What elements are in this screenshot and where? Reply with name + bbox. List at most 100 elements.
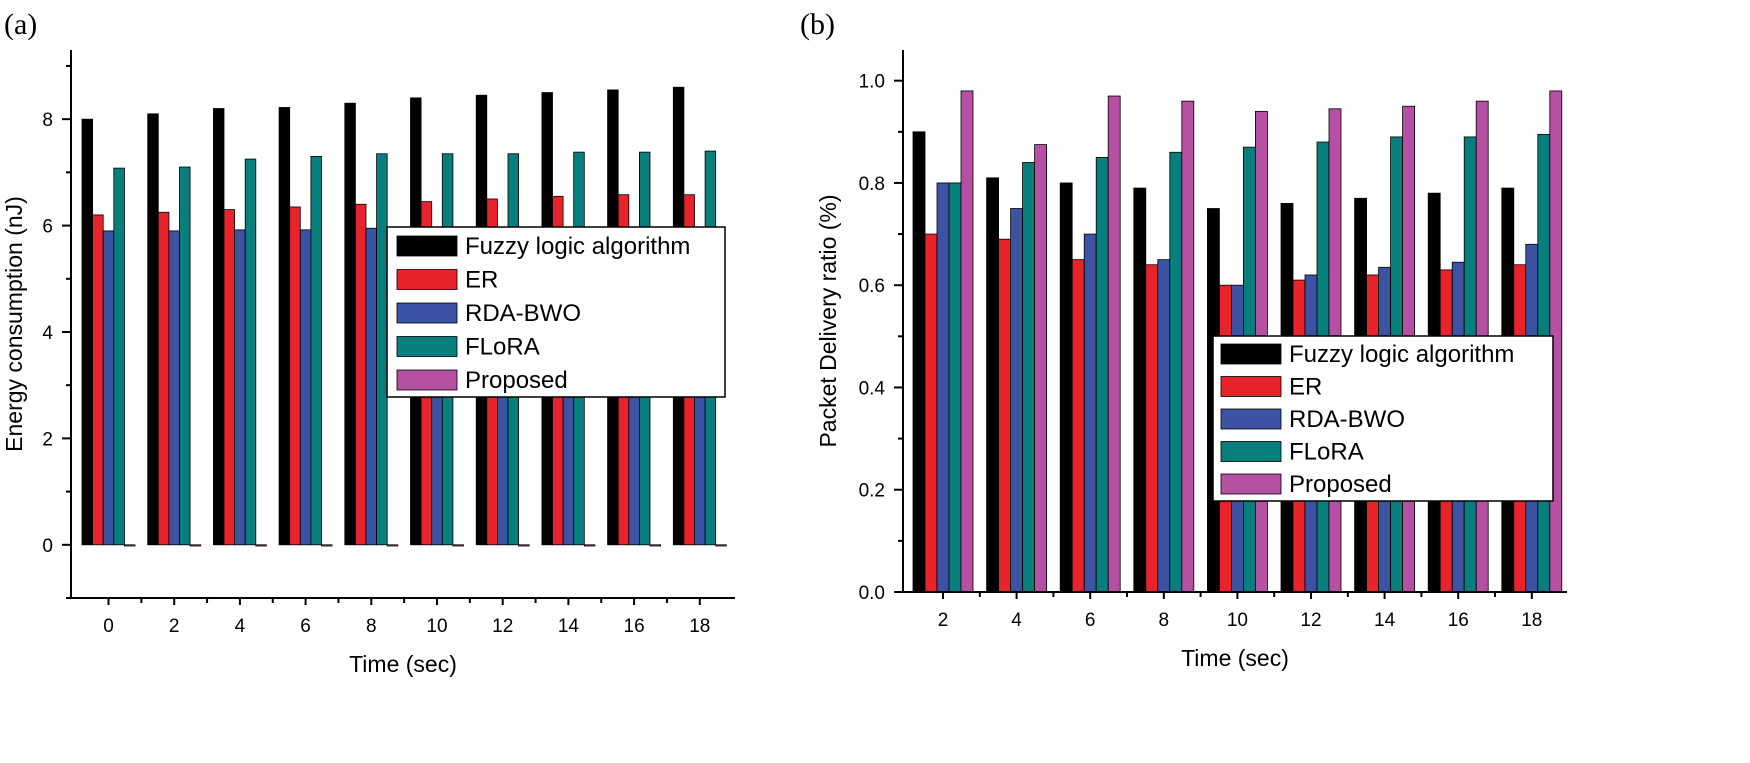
bar-a-proposed-10	[452, 544, 464, 547]
x-tick-label-b: 16	[1448, 610, 1469, 631]
bar-a-proposed-16	[649, 544, 662, 547]
legend-label-a-proposed: Proposed	[465, 367, 568, 394]
bar-b-flora-4	[1022, 162, 1035, 593]
bar-a-er-6	[289, 206, 301, 546]
bar-a-proposed-14	[583, 544, 596, 547]
x-tick-label-a: 2	[169, 616, 180, 637]
bar-b-rda-bwo-8	[1157, 259, 1171, 593]
bar-b-fuzzy-logic-algorithm-6	[1059, 182, 1073, 593]
bar-b-er-8	[1145, 264, 1159, 593]
x-tick-label-a: 10	[426, 616, 447, 637]
bar-b-proposed-4	[1034, 144, 1047, 593]
legend-label-a-rda-bwo: RDA-BWO	[465, 300, 581, 327]
bar-a-flora-2	[179, 166, 191, 546]
legend-swatch-b-fuzzy-logic-algorithm	[1220, 343, 1282, 365]
y-axis-title-b: Packet Delivery ratio (%)	[815, 194, 841, 447]
x-tick-label-a: 18	[689, 616, 710, 637]
legend-label-b-er: ER	[1289, 374, 1322, 401]
bar-a-flora-4	[244, 158, 257, 546]
x-tick-label-a: 0	[103, 616, 114, 637]
legend-swatch-b-flora	[1220, 441, 1282, 462]
legend-label-a-er: ER	[465, 267, 498, 294]
x-tick-label-b: 12	[1300, 610, 1321, 631]
bar-b-flora-6	[1095, 156, 1109, 593]
legend-swatch-a-fuzzy-logic-algorithm	[396, 235, 458, 257]
bar-b-er-4	[998, 238, 1011, 593]
bar-a-proposed-2	[189, 544, 202, 547]
bar-b-fuzzy-logic-algorithm-4	[986, 177, 999, 593]
legend-label-b-fuzzy-logic-algorithm: Fuzzy logic algorithm	[1289, 341, 1514, 368]
y-tick-label-a: 6	[42, 217, 53, 238]
legend-a: Fuzzy logic algorithm ER RDA-BWO FLoRA Propo…	[386, 226, 726, 398]
x-tick-label-a: 14	[558, 616, 580, 637]
legend-swatch-a-flora	[396, 336, 458, 357]
bar-b-flora-2	[948, 182, 962, 593]
legend-swatch-b-rda-bwo	[1220, 408, 1282, 430]
y-tick-label-a: 2	[42, 429, 53, 450]
bar-a-fuzzy-logic-algorithm-0	[81, 118, 94, 546]
bar-a-rda-bwo-0	[102, 230, 115, 546]
y-tick-label-b: 0.2	[859, 481, 885, 502]
legend-swatch-a-er	[396, 269, 458, 290]
x-tick-label-b: 8	[1159, 610, 1170, 631]
y-tick-label-b: 0.4	[859, 378, 886, 399]
chart-panel-a: (a) 0 2 4 6 8 0 2 4 6 8 10 12 14 16 18 Time (sec) Energy …	[1, 8, 735, 677]
panel-label-a: (a)	[4, 8, 37, 41]
x-tick-label-a: 6	[300, 616, 311, 637]
bar-a-flora-0	[113, 167, 125, 546]
x-tick-label-a: 16	[624, 616, 645, 637]
y-tick-label-a: 0	[42, 536, 53, 557]
x-tick-label-a: 4	[235, 616, 246, 637]
y-tick-label-b: 1.0	[859, 72, 885, 93]
legend-swatch-a-rda-bwo	[396, 302, 458, 324]
bar-a-er-2	[157, 211, 170, 546]
bar-b-rda-bwo-6	[1083, 233, 1097, 593]
x-tick-label-b: 14	[1374, 610, 1396, 631]
bar-b-fuzzy-logic-algorithm-8	[1133, 187, 1147, 593]
legend-label-a-fuzzy-logic-algorithm: Fuzzy logic algorithm	[465, 233, 690, 260]
bar-b-flora-8	[1169, 151, 1183, 593]
bar-a-flora-6	[310, 156, 322, 546]
bar-a-rda-bwo-2	[168, 230, 180, 546]
y-tick-label-a: 8	[42, 110, 53, 131]
x-tick-label-a: 8	[366, 616, 377, 637]
y-tick-label-a: 4	[42, 323, 53, 344]
bar-a-fuzzy-logic-algorithm-6	[278, 107, 291, 546]
bar-a-rda-bwo-4	[234, 229, 246, 546]
legend-swatch-b-proposed	[1220, 473, 1282, 495]
bar-a-proposed-4	[255, 544, 267, 547]
bar-a-proposed-8	[386, 544, 399, 547]
bar-a-proposed-6	[321, 544, 333, 547]
bar-a-er-0	[92, 214, 104, 546]
legend-label-a-flora: FLoRA	[465, 334, 540, 361]
legend-label-b-flora: FLoRA	[1289, 439, 1364, 466]
legend-swatch-b-er	[1220, 376, 1282, 397]
bar-b-rda-bwo-4	[1010, 208, 1023, 593]
bar-a-er-8	[354, 203, 367, 546]
bar-b-proposed-6	[1107, 95, 1121, 593]
bar-b-proposed-2	[960, 90, 974, 593]
bar-a-proposed-0	[124, 544, 136, 547]
y-tick-label-b: 0.0	[859, 583, 885, 604]
legend-swatch-a-proposed	[396, 369, 458, 391]
x-axis-title-b: Time (sec)	[1181, 645, 1289, 671]
x-tick-label-a: 12	[492, 616, 513, 637]
bar-a-rda-bwo-6	[299, 229, 312, 546]
legend-label-b-rda-bwo: RDA-BWO	[1289, 406, 1405, 433]
x-tick-label-b: 2	[938, 610, 949, 631]
y-tick-label-b: 0.6	[859, 276, 885, 297]
bar-b-rda-bwo-2	[936, 182, 950, 593]
bar-b-fuzzy-logic-algorithm-2	[912, 131, 926, 593]
bar-a-proposed-18	[715, 544, 727, 547]
bar-b-proposed-8	[1181, 100, 1195, 593]
legend-label-b-proposed: Proposed	[1289, 471, 1392, 498]
bar-b-er-2	[924, 233, 938, 593]
bar-a-proposed-12	[518, 544, 530, 547]
panel-label-b: (b)	[800, 8, 835, 41]
x-tick-label-b: 6	[1085, 610, 1096, 631]
chart-panel-b: (b) 0.0 0.2 0.4 0.6 0.8 1.0 2 4 6 8 10 12 14 16 18 Time …	[800, 8, 1567, 671]
x-tick-label-b: 4	[1011, 610, 1022, 631]
bar-a-fuzzy-logic-algorithm-8	[344, 102, 356, 546]
bar-b-er-6	[1071, 259, 1085, 593]
